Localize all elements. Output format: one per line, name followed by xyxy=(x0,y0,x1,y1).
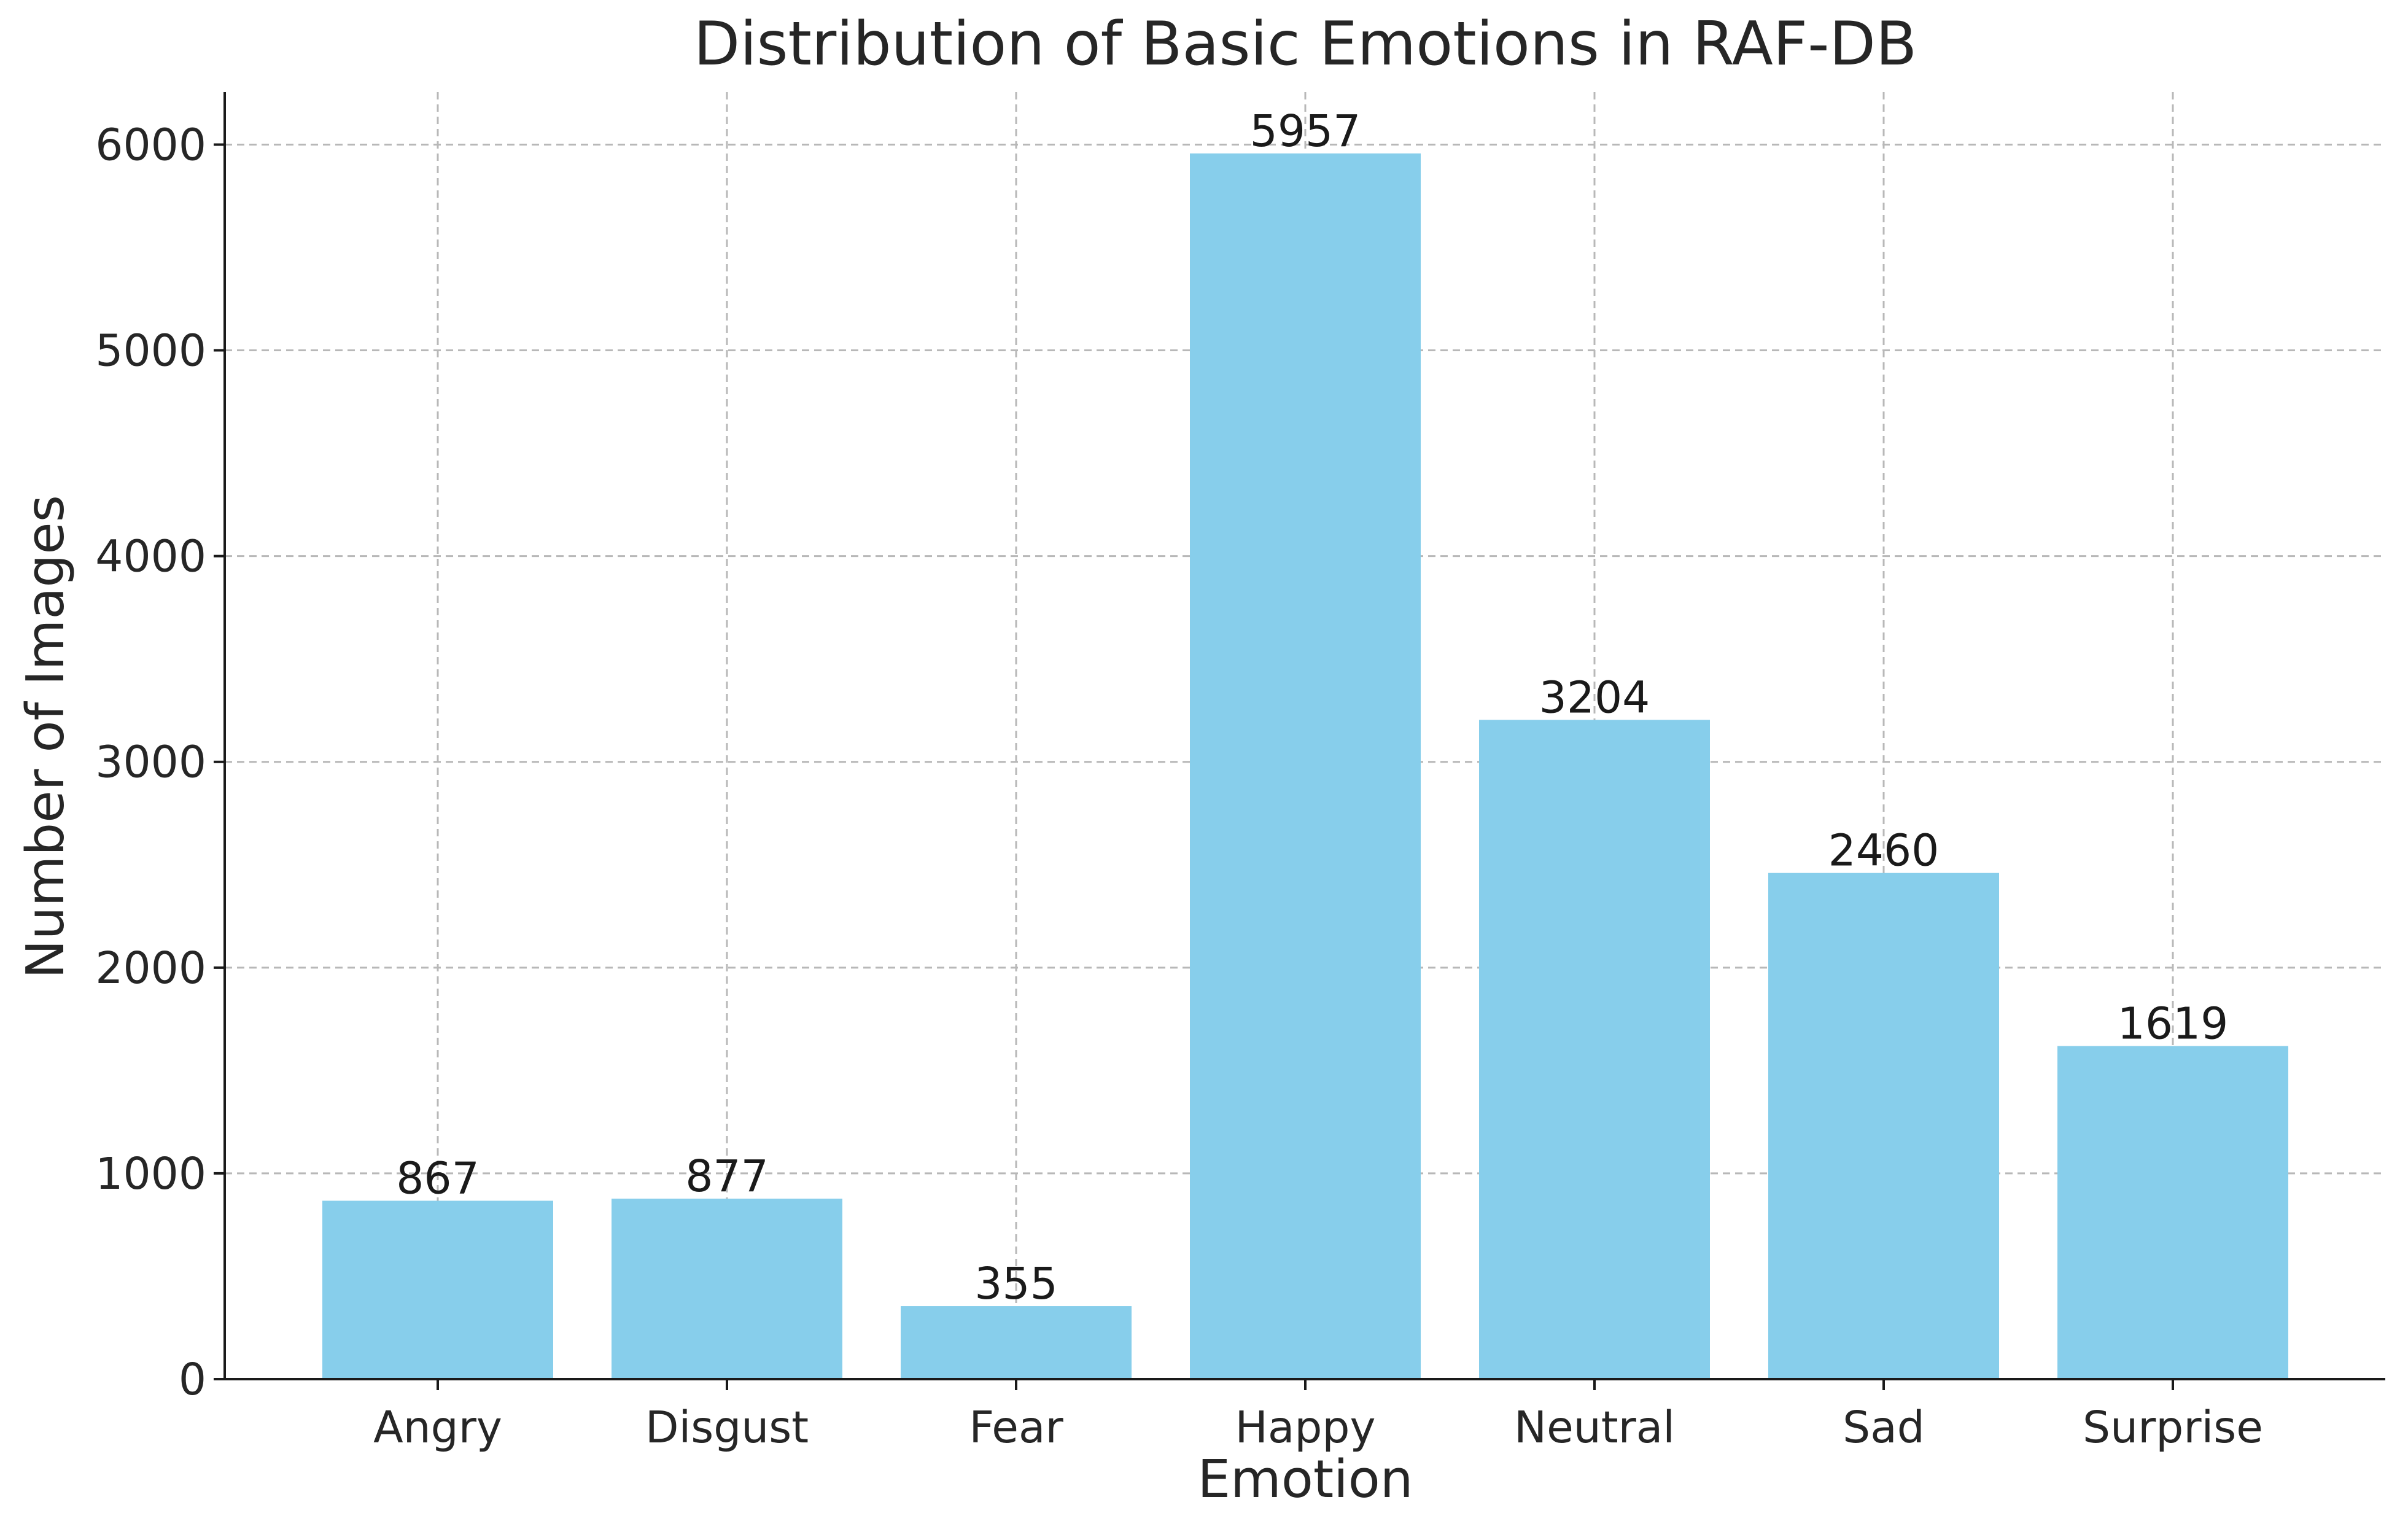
chart-title: Distribution of Basic Emotions in RAF-DB xyxy=(694,9,1917,79)
y-tick-label: 5000 xyxy=(95,325,206,376)
y-tick-label: 4000 xyxy=(95,531,206,582)
x-tick-label-angry: Angry xyxy=(373,1402,502,1453)
data-labels: 867 877 355 5957 3204 2460 1619 xyxy=(396,106,2228,1309)
y-axis-title: Number of Images xyxy=(15,495,76,979)
data-label-surprise: 1619 xyxy=(2118,998,2229,1049)
bar-happy xyxy=(1190,153,1421,1379)
data-label-neutral: 3204 xyxy=(1539,672,1650,723)
y-tick-label: 0 xyxy=(179,1354,206,1405)
bar-fear xyxy=(901,1306,1132,1379)
axes xyxy=(214,92,2385,1390)
x-tick-label-happy: Happy xyxy=(1235,1402,1375,1453)
bars xyxy=(322,153,2288,1379)
x-tick-label-disgust: Disgust xyxy=(645,1402,809,1453)
bar-sad xyxy=(1768,873,1999,1379)
data-label-happy: 5957 xyxy=(1250,106,1361,157)
bar-disgust xyxy=(612,1199,842,1379)
bar-angry xyxy=(322,1200,553,1379)
y-tick-label: 6000 xyxy=(95,119,206,170)
x-tick-label-fear: Fear xyxy=(969,1402,1063,1453)
x-tick-label-surprise: Surprise xyxy=(2083,1402,2263,1453)
bar-surprise xyxy=(2057,1046,2288,1379)
bar-neutral xyxy=(1479,720,1710,1379)
x-tick-label-neutral: Neutral xyxy=(1514,1402,1675,1453)
x-axis-title: Emotion xyxy=(1197,1449,1413,1510)
data-label-angry: 867 xyxy=(396,1153,480,1204)
data-label-sad: 2460 xyxy=(1828,825,1940,876)
x-tick-label-sad: Sad xyxy=(1843,1402,1925,1453)
y-tick-label: 1000 xyxy=(95,1148,206,1199)
data-label-fear: 355 xyxy=(974,1258,1058,1309)
y-tick-label: 3000 xyxy=(95,737,206,788)
tick-labels: 0 1000 2000 3000 4000 5000 6000 Angry Disgust Fea… xyxy=(95,119,2263,1453)
data-label-disgust: 877 xyxy=(685,1151,769,1202)
y-tick-label: 2000 xyxy=(95,943,206,994)
